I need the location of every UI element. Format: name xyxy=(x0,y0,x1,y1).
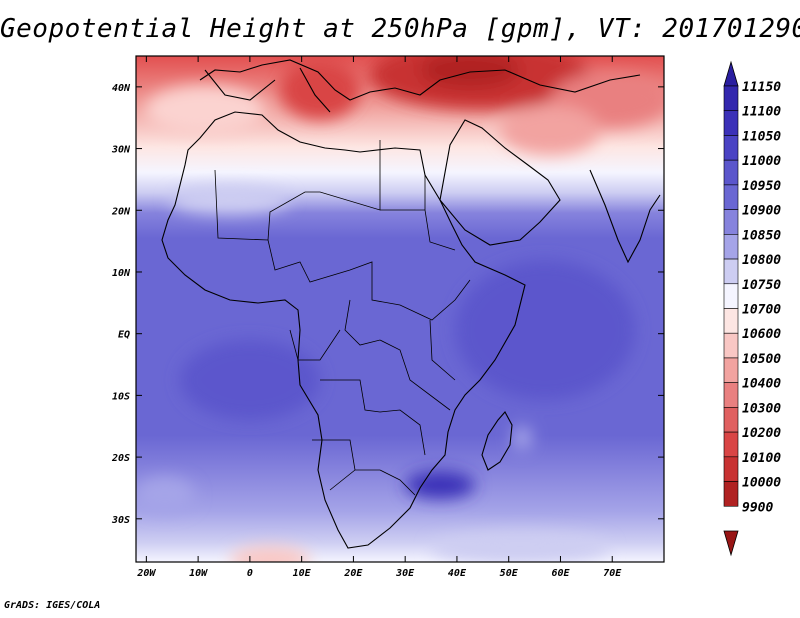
colorbar-bin xyxy=(723,110,739,136)
colorbar-bin xyxy=(723,357,739,383)
africa-coastline xyxy=(161,111,526,549)
y-tick-label: 10N xyxy=(112,268,131,279)
colorbar-bin xyxy=(723,85,739,112)
colorbar-label: 10750 xyxy=(742,278,781,293)
y-tick-label: 20N xyxy=(111,206,131,217)
colorbar-bin xyxy=(723,456,739,482)
colorbar-label: 10600 xyxy=(742,327,781,342)
europe-coastline xyxy=(199,59,641,101)
y-tick-label: 30N xyxy=(111,145,131,156)
colorbar-label: 10500 xyxy=(742,352,781,367)
x-tick-label: 10W xyxy=(189,568,208,579)
colorbar-bin xyxy=(723,308,739,334)
x-axis: 20W 10W 0 10E 20E 30E 40E 50E 60E 70E xyxy=(136,56,622,579)
colorbar-label: 10300 xyxy=(742,401,781,416)
colorbar-label: 9900 xyxy=(742,500,773,515)
colorbar: 11150 11100 11050 11000 10950 10900 10850 10800… xyxy=(723,60,781,557)
colorbar-label: 11150 xyxy=(742,80,781,95)
colorbar-label: 10900 xyxy=(742,204,781,219)
colorbar-bin xyxy=(723,283,739,309)
colorbar-label: 10400 xyxy=(742,377,781,392)
y-tick-label: 10S xyxy=(112,391,130,402)
grads-credit: GrADS: IGES/COLA xyxy=(4,600,101,611)
y-tick-label: 20S xyxy=(111,453,130,464)
colorbar-label: 10700 xyxy=(742,303,781,318)
colorbar-bin xyxy=(723,258,739,285)
arabia-coastline xyxy=(439,119,561,246)
colorbar-bin xyxy=(723,159,739,186)
colorbar-bin xyxy=(723,407,739,433)
colorbar-label: 10800 xyxy=(742,253,781,268)
colorbar-bin xyxy=(723,481,739,507)
y-tick-label: EQ xyxy=(118,330,130,341)
colorbar-label: 10100 xyxy=(742,451,781,466)
colorbar-label: 11050 xyxy=(742,129,781,144)
madagascar-coastline xyxy=(481,411,513,471)
iberia-italy-coastline xyxy=(204,67,331,113)
colorbar-bin xyxy=(723,234,739,260)
colorbar-label: 11100 xyxy=(742,105,781,120)
coastlines xyxy=(161,59,661,549)
colorbar-label: 10000 xyxy=(742,476,781,491)
plot-frame xyxy=(135,55,665,563)
map-title: Geopotential Height at 250hPa [gpm], VT:… xyxy=(0,14,800,44)
colorbar-bin xyxy=(723,135,739,161)
country-borders xyxy=(214,140,471,496)
india-coastline xyxy=(589,169,661,264)
colorbar-bin xyxy=(723,184,739,210)
colorbar-label: 11000 xyxy=(742,154,781,169)
y-axis: 40N 30N 20N 10N EQ 10S 20S 30S xyxy=(111,83,664,526)
x-tick-label: 20W xyxy=(136,568,156,579)
x-tick-label: 60E xyxy=(551,568,570,579)
x-tick-label: 20E xyxy=(343,568,363,579)
x-tick-label: 30E xyxy=(395,568,415,579)
colorbar-label: 10200 xyxy=(742,426,781,441)
colorbar-bin xyxy=(723,332,739,359)
x-tick-label: 0 xyxy=(247,568,253,579)
colorbar-label: 10850 xyxy=(742,228,781,243)
y-tick-label: 40N xyxy=(112,83,131,94)
colorbar-bin xyxy=(723,382,739,408)
colorbar-label: 10950 xyxy=(742,179,781,194)
height-field xyxy=(136,56,664,562)
colorbar-max-arrow xyxy=(723,60,739,87)
x-tick-label: 50E xyxy=(500,568,519,579)
colorbar-bin xyxy=(723,431,739,458)
x-tick-label: 70E xyxy=(603,568,622,579)
y-tick-label: 30S xyxy=(111,515,130,526)
x-tick-label: 40E xyxy=(448,568,467,579)
x-tick-label: 10E xyxy=(293,568,312,579)
colorbar-bin xyxy=(723,209,739,235)
colorbar-min-arrow xyxy=(723,530,739,557)
